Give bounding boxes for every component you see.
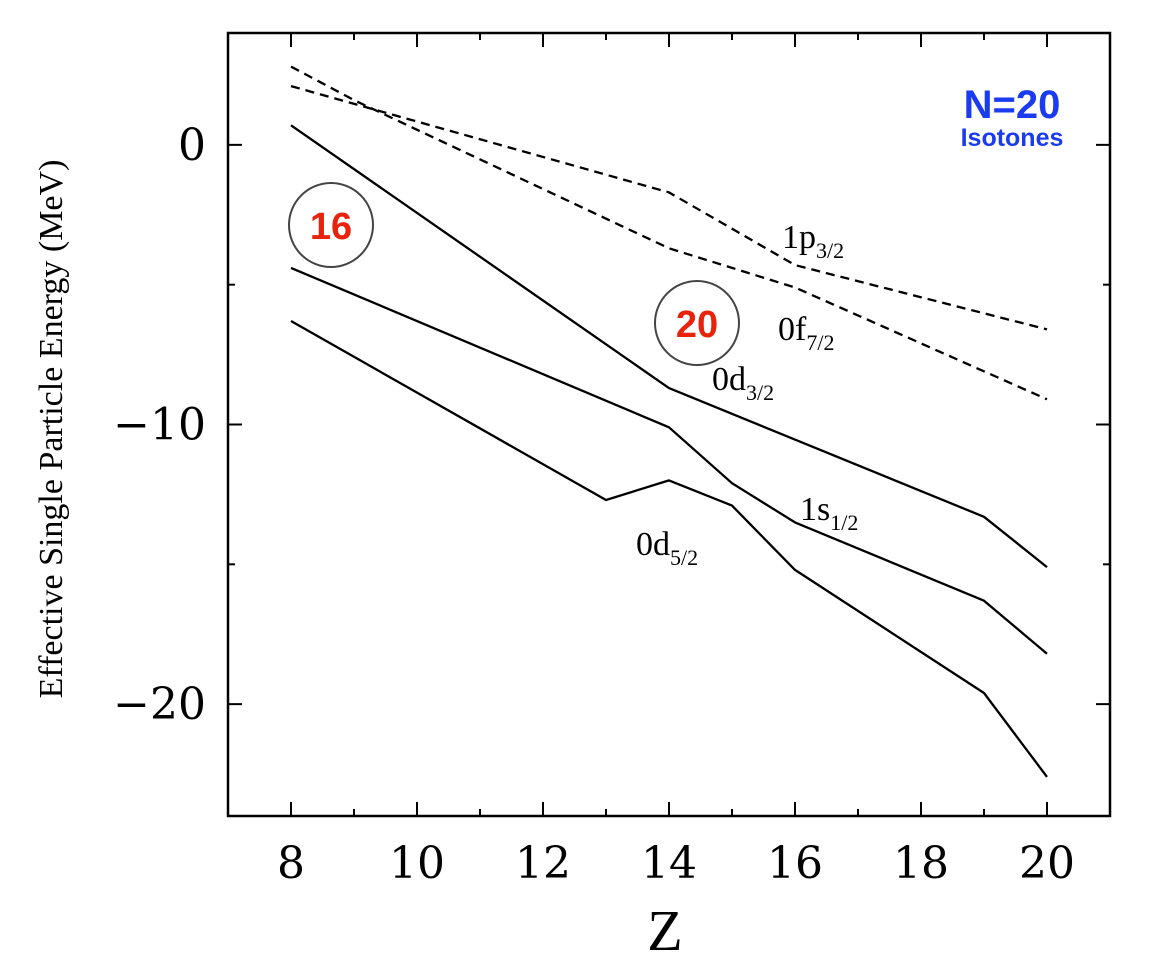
x-tick-label: 14 — [641, 838, 697, 889]
series-label-1s12: 1s1/2 — [800, 491, 858, 535]
y-tick-label: 0 — [178, 120, 206, 171]
x-tick-label: 8 — [277, 838, 305, 889]
y-axis-title: Effective Single Particle Energy (MeV) — [33, 160, 70, 699]
circle-number-20-text: 20 — [676, 304, 718, 346]
circled-number-16: 16 — [288, 182, 374, 268]
axis-ticks — [227, 33, 1110, 816]
x-tick-label: 10 — [389, 838, 445, 889]
y-tick-label: −10 — [113, 400, 206, 451]
x-axis-title: Z — [647, 898, 682, 958]
series-line-0f72 — [290, 65, 1048, 401]
circle-number-16-text: 16 — [310, 206, 352, 248]
series-line-1p32 — [290, 84, 1048, 331]
tick-labels: 8 10 12 14 16 18 20 0 −10 −20 — [113, 120, 1075, 889]
circle-outline — [288, 182, 374, 268]
isotone-subtitle: Isotones — [961, 124, 1064, 152]
x-tick-label: 18 — [893, 838, 949, 889]
circle-outline — [654, 280, 740, 366]
series-label-1p32: 1p3/2 — [782, 219, 844, 263]
series-label-0d32: 0d3/2 — [712, 361, 774, 405]
series-line-0d52 — [290, 320, 1048, 778]
series-label-0f72: 0f7/2 — [778, 311, 834, 355]
series-label-0d52: 0d5/2 — [636, 526, 698, 570]
x-tick-label: 16 — [767, 838, 823, 889]
series-line-1s12 — [290, 266, 1048, 655]
series-lines — [290, 65, 1048, 778]
y-tick-label: −20 — [113, 679, 206, 730]
series-line-0d32 — [290, 124, 1048, 568]
x-tick-label: 20 — [1019, 838, 1075, 889]
x-tick-label: 12 — [515, 838, 571, 889]
circled-number-20: 20 — [654, 280, 740, 366]
isotone-title: N=20 — [964, 83, 1061, 127]
isotone-annotation: N=20 Isotones — [961, 83, 1064, 152]
